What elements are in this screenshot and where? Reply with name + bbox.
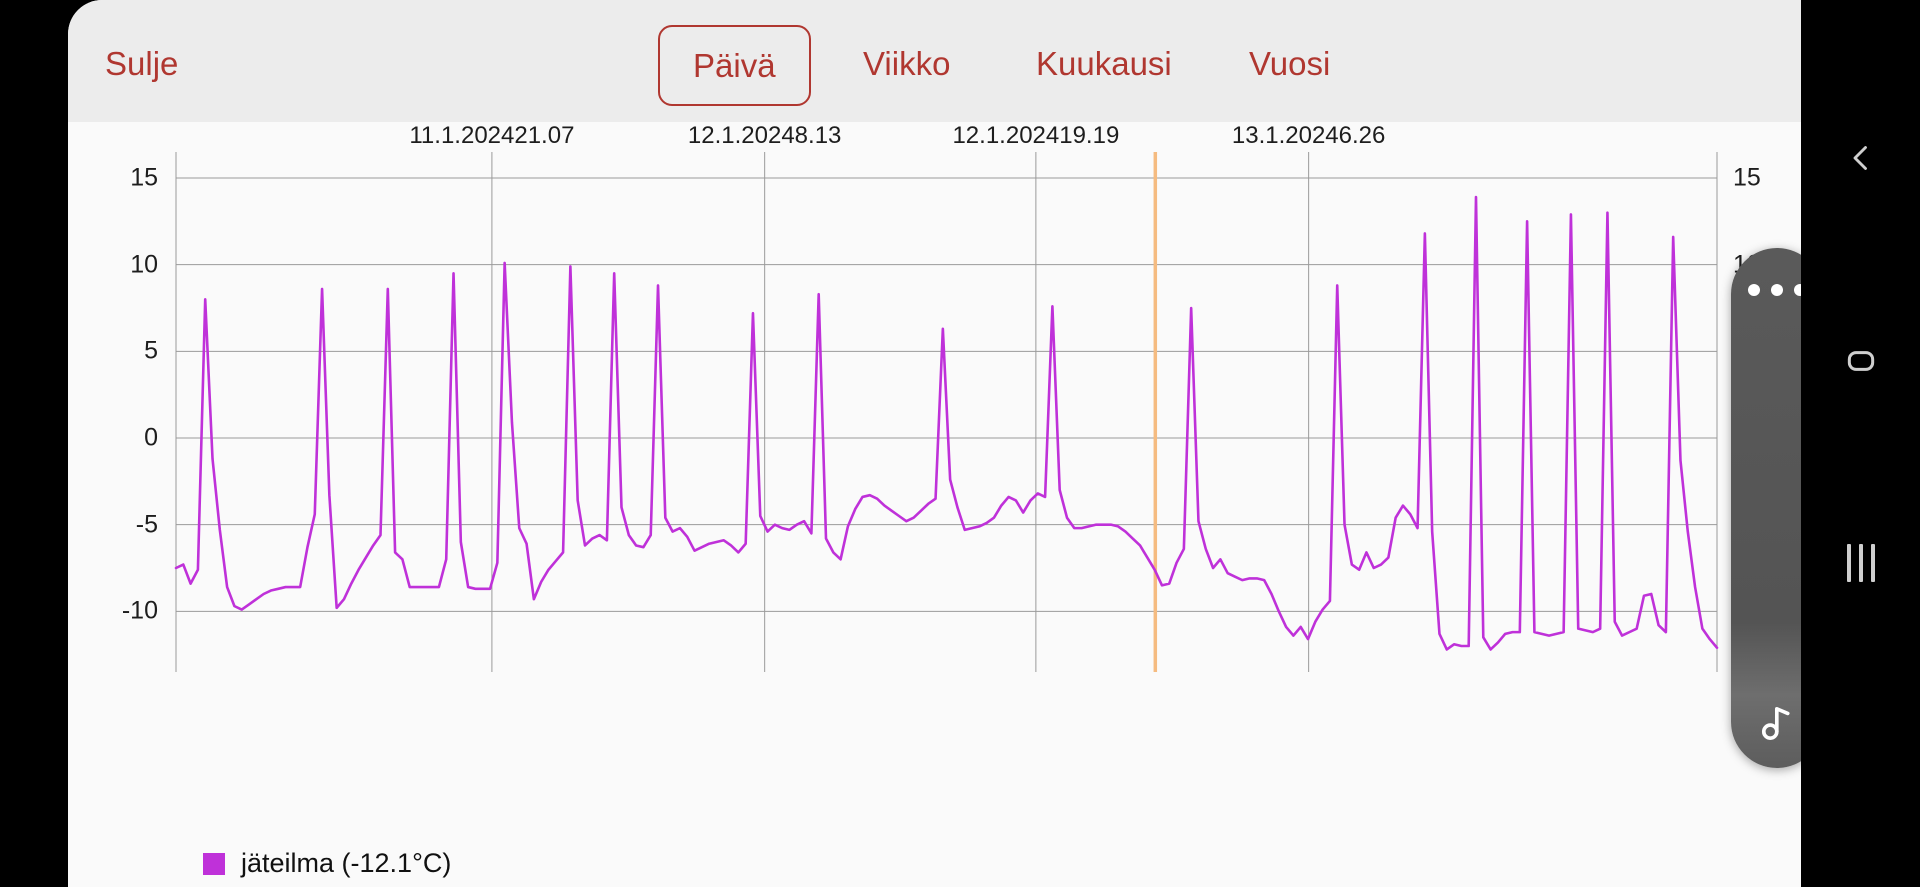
vertical-gridlines: [175, 152, 1718, 672]
x-axis-tick-label: 13.1.20246.26: [1231, 122, 1386, 149]
legend-color-swatch: [203, 852, 225, 875]
legend-label: jäteilma (-12.1°C): [241, 848, 452, 878]
series-line-jateilma: [174, 195, 1719, 651]
y-axis-tick-left: 15: [130, 163, 158, 192]
recents-bars-icon[interactable]: [1831, 533, 1891, 593]
y-axis-tick-left: 0: [144, 423, 158, 452]
tab-month[interactable]: Kuukausi: [1036, 45, 1172, 82]
app-window: Sulje Päivä Viikko Kuukausi Vuosi 11.1.2…: [68, 0, 1801, 887]
chart-plot-area: 151510105500-5-5-10-10: [68, 152, 1801, 732]
horizontal-gridlines: [176, 177, 1717, 612]
back-chevron-icon[interactable]: [1831, 128, 1891, 188]
x-axis-tick-label: 11.1.202421.07: [409, 122, 575, 149]
chart-legend: jäteilma (-12.1°C): [203, 848, 451, 879]
x-axis-labels: 11.1.202421.07 12.1.20248.13 12.1.202419.1…: [68, 122, 1801, 154]
y-axis-tick-left: 5: [144, 336, 158, 365]
chart-svg: [174, 152, 1719, 672]
x-axis-tick-label: 12.1.20248.13: [687, 122, 842, 149]
y-axis-tick-left: -5: [135, 510, 158, 539]
home-square-icon[interactable]: [1831, 331, 1891, 391]
x-axis-tick-label: 12.1.202419.19: [952, 122, 1120, 149]
three-dots-icon[interactable]: [1731, 284, 1801, 296]
y-axis-tick-left: -10: [121, 596, 158, 625]
tab-year[interactable]: Vuosi: [1249, 45, 1331, 82]
music-note-icon[interactable]: [1731, 700, 1801, 746]
tab-day[interactable]: Päivä: [658, 25, 811, 106]
close-button[interactable]: Sulje: [105, 45, 179, 82]
android-navigation-bar: [1801, 0, 1920, 887]
floating-control-pill[interactable]: [1731, 248, 1801, 768]
y-axis-tick-left: 10: [130, 250, 158, 279]
toolbar: Sulje Päivä Viikko Kuukausi Vuosi: [68, 0, 1801, 122]
tab-week[interactable]: Viikko: [863, 45, 951, 82]
y-axis-tick-right: 15: [1733, 163, 1761, 192]
